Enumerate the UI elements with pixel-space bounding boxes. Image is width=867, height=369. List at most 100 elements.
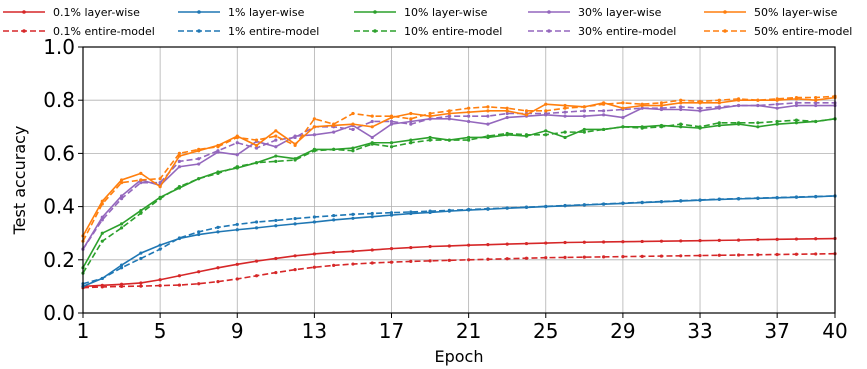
data-point	[679, 105, 683, 109]
y-tick-label: 0.4	[43, 195, 75, 219]
data-point	[235, 222, 239, 227]
data-point	[467, 110, 471, 114]
data-point	[640, 200, 644, 204]
data-point	[563, 110, 567, 114]
data-point	[351, 212, 355, 216]
data-point	[582, 109, 586, 113]
data-point	[293, 254, 297, 258]
data-point	[486, 122, 490, 126]
data-point	[158, 185, 162, 189]
plot-frame	[82, 46, 836, 314]
data-point	[409, 117, 413, 121]
data-point	[312, 215, 316, 219]
data-point	[736, 197, 741, 201]
data-point	[197, 162, 201, 166]
data-point	[409, 210, 413, 214]
data-point	[814, 101, 818, 105]
data-point	[544, 133, 548, 137]
data-point	[216, 280, 220, 284]
data-point	[351, 111, 355, 116]
data-point	[640, 239, 644, 244]
data-point	[428, 209, 432, 213]
data-point	[602, 109, 606, 113]
data-point	[254, 220, 259, 224]
data-point	[582, 127, 586, 132]
data-point	[139, 208, 143, 213]
data-point	[602, 113, 606, 117]
data-point	[659, 125, 664, 129]
y-tick-label: 0.2	[43, 248, 75, 272]
data-point	[389, 260, 394, 264]
data-point	[254, 226, 259, 230]
legend-marker	[197, 29, 201, 33]
data-point	[428, 138, 432, 142]
data-point	[370, 119, 374, 124]
legend-marker	[373, 10, 377, 14]
data-point	[370, 114, 374, 118]
data-point	[563, 203, 567, 208]
data-point	[100, 285, 104, 289]
data-point	[563, 103, 567, 108]
data-point	[139, 251, 143, 255]
data-point	[389, 145, 394, 149]
data-point	[505, 106, 509, 110]
data-point	[775, 122, 779, 126]
data-point	[582, 255, 586, 259]
data-point	[100, 202, 104, 206]
data-point	[486, 243, 490, 247]
data-point	[139, 284, 143, 288]
data-point	[119, 181, 124, 185]
data-point	[544, 256, 548, 260]
data-point	[814, 252, 818, 256]
legend-item: 30% entire-model	[528, 25, 676, 38]
data-point	[794, 95, 799, 100]
data-point	[756, 196, 760, 200]
data-point	[351, 146, 355, 150]
x-axis-ticks: 1 5 9 13 17 21 25 29 33 37 40	[77, 313, 848, 343]
data-point	[659, 103, 664, 108]
data-point	[621, 201, 625, 205]
legend-marker	[373, 29, 377, 33]
data-point	[659, 106, 664, 110]
series-line	[82, 195, 836, 285]
data-point	[332, 250, 336, 254]
data-point	[736, 253, 741, 257]
data-point	[139, 211, 143, 215]
data-point	[582, 105, 586, 109]
data-point	[756, 125, 760, 129]
data-point	[736, 121, 741, 125]
data-point	[717, 105, 721, 109]
series-50-entire-model	[81, 94, 837, 243]
data-point	[756, 237, 760, 242]
x-tick-label: 29	[610, 319, 635, 343]
series-line	[82, 252, 836, 289]
legend-item: 10% entire-model	[354, 25, 502, 38]
series-line	[82, 118, 836, 274]
data-point	[177, 236, 182, 240]
data-point	[197, 147, 201, 152]
data-point	[447, 138, 451, 142]
data-point	[293, 143, 297, 148]
data-point	[505, 242, 509, 246]
series-layer	[81, 94, 837, 290]
data-point	[158, 177, 162, 181]
data-point	[736, 97, 741, 101]
data-point	[698, 106, 702, 110]
series-line	[82, 96, 836, 237]
data-point	[775, 252, 779, 257]
data-point	[351, 127, 355, 132]
series-1-layer-wise	[81, 194, 837, 288]
data-point	[756, 121, 760, 125]
data-point	[312, 117, 316, 121]
data-point	[563, 114, 567, 118]
x-tick-label: 25	[533, 319, 558, 343]
data-point	[370, 135, 374, 140]
data-point	[794, 237, 799, 241]
data-point	[293, 216, 297, 221]
data-point	[197, 282, 201, 286]
series-line	[82, 102, 835, 250]
data-point	[447, 258, 451, 262]
data-point	[351, 216, 355, 220]
data-point	[119, 178, 124, 182]
data-point	[351, 122, 355, 126]
